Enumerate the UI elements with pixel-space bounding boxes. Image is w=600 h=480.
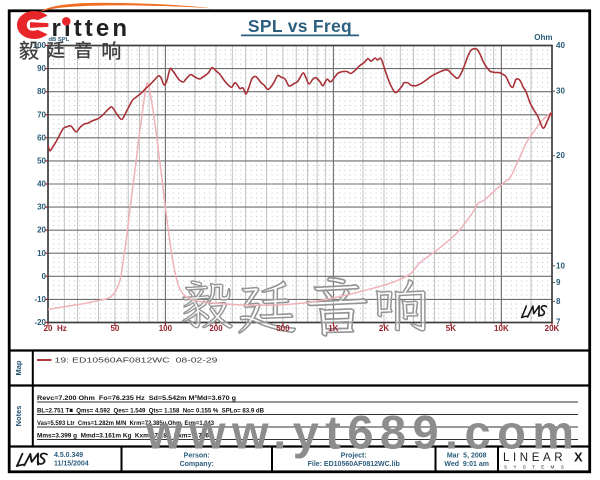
- svg-text:200: 200: [209, 324, 223, 333]
- svg-text:www.yt689.com: www.yt689.com: [145, 406, 574, 459]
- svg-text:Notes: Notes: [14, 406, 23, 427]
- svg-text:11/15/2004: 11/15/2004: [54, 461, 89, 468]
- svg-text:0: 0: [42, 272, 47, 281]
- svg-text:LINEAR: LINEAR: [503, 452, 566, 464]
- svg-text:Mms=3.399 g Mmd=3.161m Kg Kx: Mms=3.399 g Mmd=3.161m Kg Kxm= 7.185 Exm…: [37, 433, 209, 440]
- svg-text:8: 8: [556, 297, 561, 306]
- svg-text:20K: 20K: [545, 324, 560, 333]
- svg-text:7: 7: [556, 318, 561, 327]
- svg-text:5K: 5K: [446, 324, 456, 333]
- svg-text:90: 90: [37, 64, 46, 73]
- svg-text:SPL vs Freq: SPL vs Freq: [248, 16, 352, 36]
- svg-text:10K: 10K: [494, 324, 509, 333]
- svg-text:70: 70: [37, 110, 46, 119]
- svg-text:Vas=5.593 Ltr Cms=1.282m M/N: Vas=5.593 Ltr Cms=1.282m M/N Krm=72.385u…: [37, 420, 214, 427]
- svg-text:10: 10: [556, 261, 565, 270]
- svg-text:-10: -10: [34, 295, 46, 304]
- svg-text:-20: -20: [34, 318, 46, 327]
- svg-text:Person:: Person:: [184, 453, 210, 460]
- svg-text:60: 60: [37, 133, 46, 142]
- svg-text:30: 30: [556, 87, 565, 96]
- svg-text:10: 10: [37, 249, 46, 258]
- svg-text:dB SPL: dB SPL: [49, 37, 70, 43]
- svg-text:4.5.0.349: 4.5.0.349: [54, 452, 83, 459]
- svg-text:Hz: Hz: [57, 324, 67, 333]
- svg-text:19: ED10560AF0812WC 08-02-29: 19: ED10560AF0812WC 08-02-29: [55, 358, 218, 365]
- svg-text:100: 100: [33, 41, 47, 50]
- svg-text:File: ED10560AF0812WC.lib: File: ED10560AF0812WC.lib: [308, 461, 400, 468]
- svg-text:1K: 1K: [328, 324, 338, 333]
- svg-text:Ohm: Ohm: [534, 33, 552, 42]
- svg-text:X: X: [574, 450, 583, 465]
- svg-text:Project:: Project:: [341, 453, 367, 460]
- svg-text:BL=2.751 T■ Qms= 4.592 Qes=: BL=2.751 T■ Qms= 4.592 Qes= 1.549 Qts= 1…: [37, 408, 264, 415]
- svg-text:Map: Map: [14, 360, 23, 375]
- svg-text:20: 20: [37, 226, 46, 235]
- svg-text:20: 20: [44, 324, 53, 333]
- svg-text:100: 100: [159, 324, 173, 333]
- svg-text:20: 20: [556, 151, 565, 160]
- svg-text:Revc=7.200 Ohm Fo=76.235 Hz: Revc=7.200 Ohm Fo=76.235 Hz Sd=5.542m M²…: [37, 395, 236, 402]
- svg-text:40: 40: [37, 180, 46, 189]
- svg-text:Company:: Company:: [180, 461, 214, 468]
- svg-text:50: 50: [110, 324, 119, 333]
- svg-text:500: 500: [276, 324, 290, 333]
- svg-text:40: 40: [556, 41, 565, 50]
- svg-text:2K: 2K: [379, 324, 389, 333]
- svg-text:30: 30: [37, 203, 46, 212]
- svg-text:80: 80: [37, 87, 46, 96]
- svg-text:SYSTEMS: SYSTEMS: [504, 465, 570, 470]
- svg-text:9: 9: [556, 278, 561, 287]
- svg-text:Wed 9:01 am: Wed 9:01 am: [444, 461, 489, 468]
- svg-text:Mar 5, 2008: Mar 5, 2008: [447, 453, 487, 460]
- svg-text:50: 50: [37, 156, 46, 165]
